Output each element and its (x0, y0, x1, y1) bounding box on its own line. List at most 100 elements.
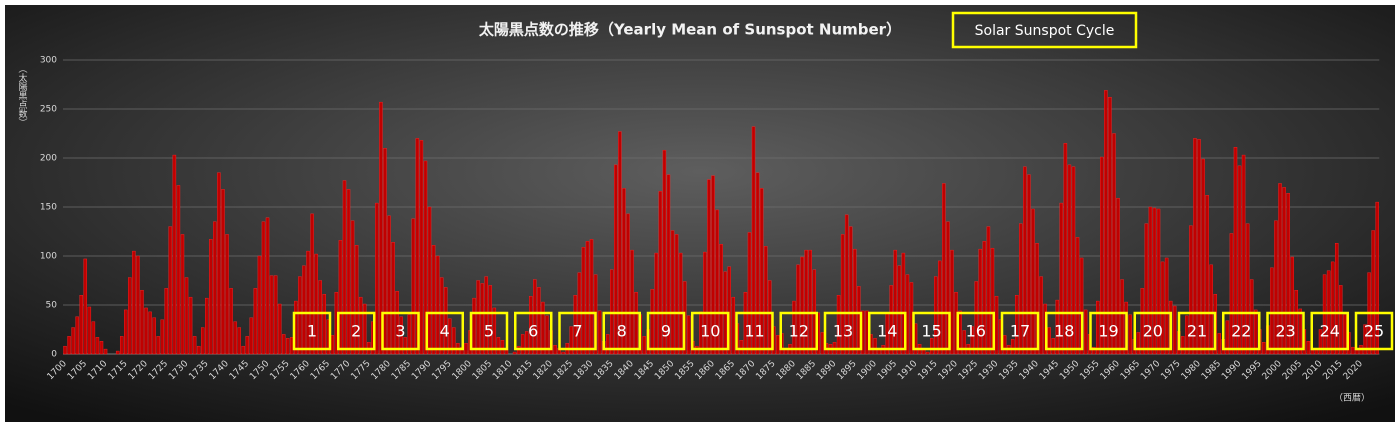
bar (322, 294, 326, 355)
cycle-label: 1 (307, 322, 317, 341)
cycle-label: 17 (1010, 322, 1030, 341)
bar (452, 327, 456, 355)
bar (1189, 225, 1193, 355)
bar (253, 288, 258, 355)
bar (776, 335, 780, 355)
bar (407, 314, 412, 355)
bar (156, 336, 160, 355)
bar (1067, 164, 1072, 355)
bar (962, 330, 966, 355)
bar (415, 138, 420, 355)
bar (314, 253, 318, 355)
bar (132, 250, 136, 355)
bar (1197, 139, 1201, 355)
bar (180, 234, 185, 355)
bar (545, 315, 549, 355)
cycle-box (1266, 311, 1305, 351)
bar (658, 191, 663, 355)
bar (1371, 230, 1375, 355)
cycle-label: 13 (833, 322, 853, 341)
bar (1156, 208, 1161, 355)
bar (1083, 309, 1088, 355)
bar (99, 341, 104, 355)
cycle-label: 14 (877, 322, 897, 341)
cycle-box (337, 311, 376, 351)
cycle-label: 10 (700, 322, 720, 341)
cycle-box (381, 311, 420, 351)
bar (192, 336, 197, 355)
bar (1363, 324, 1367, 355)
bar (1343, 314, 1347, 355)
bar (1253, 309, 1258, 355)
cycle-box (735, 311, 774, 351)
bar (148, 311, 152, 355)
bar (946, 221, 950, 355)
bar (512, 351, 517, 355)
bar (1278, 183, 1282, 355)
bar (622, 188, 626, 355)
bar (529, 295, 533, 355)
bar (136, 255, 140, 355)
bar (747, 232, 752, 355)
bar (581, 246, 586, 355)
bar (731, 296, 736, 355)
bar (338, 240, 343, 355)
bar (1237, 165, 1242, 355)
cycle-label: 18 (1054, 322, 1074, 341)
bar (938, 260, 942, 355)
bar (727, 266, 731, 355)
bar (893, 249, 898, 355)
y-tick-label: 100 (40, 252, 57, 262)
bar (63, 345, 67, 355)
bar (448, 318, 452, 355)
bar (124, 309, 128, 355)
bar (1144, 223, 1149, 355)
cycle-label: 25 (1364, 322, 1384, 341)
cycle-label: 8 (617, 322, 627, 341)
bar (1181, 336, 1185, 355)
bar (1091, 346, 1096, 355)
bar (686, 315, 691, 355)
bar (1055, 299, 1060, 355)
bar (1071, 166, 1076, 355)
bar (1225, 320, 1230, 355)
cycle-label: 20 (1143, 322, 1163, 341)
bar (209, 239, 213, 355)
bar (755, 172, 760, 355)
bar (399, 316, 403, 355)
bar (484, 276, 488, 355)
bar (626, 213, 630, 355)
bar (1031, 208, 1035, 355)
bar (1100, 156, 1104, 355)
cycle-label: 3 (395, 322, 405, 341)
bar (1217, 333, 1222, 355)
bar (354, 245, 359, 355)
cycle-box (912, 311, 951, 351)
bar (164, 288, 169, 355)
cycle-box (469, 311, 509, 351)
bar (711, 175, 715, 355)
bar (1059, 202, 1064, 355)
annotation-box (951, 11, 1138, 49)
bar (480, 283, 484, 355)
bar (1152, 207, 1157, 355)
bar (597, 310, 602, 355)
bar (553, 344, 557, 355)
bar (439, 277, 444, 355)
cycle-box (1354, 311, 1394, 351)
bar (820, 332, 825, 355)
bar (281, 334, 286, 355)
bar (1229, 233, 1234, 355)
cycle-boxes: 1 2 3 4 5 6 7 8 9 10 11 12 13 14 15 16 17 18 19 20 21 22 23 24 2… (292, 311, 1394, 351)
cycle-box (602, 311, 641, 351)
bar (994, 295, 999, 355)
bar (950, 249, 954, 355)
bar (395, 291, 399, 355)
bar (346, 189, 351, 355)
cycle-label: 19 (1098, 322, 1118, 341)
bar (1047, 327, 1051, 355)
bar (168, 226, 173, 355)
bar (379, 101, 383, 355)
cycle-box (691, 311, 730, 351)
bar (431, 245, 436, 355)
